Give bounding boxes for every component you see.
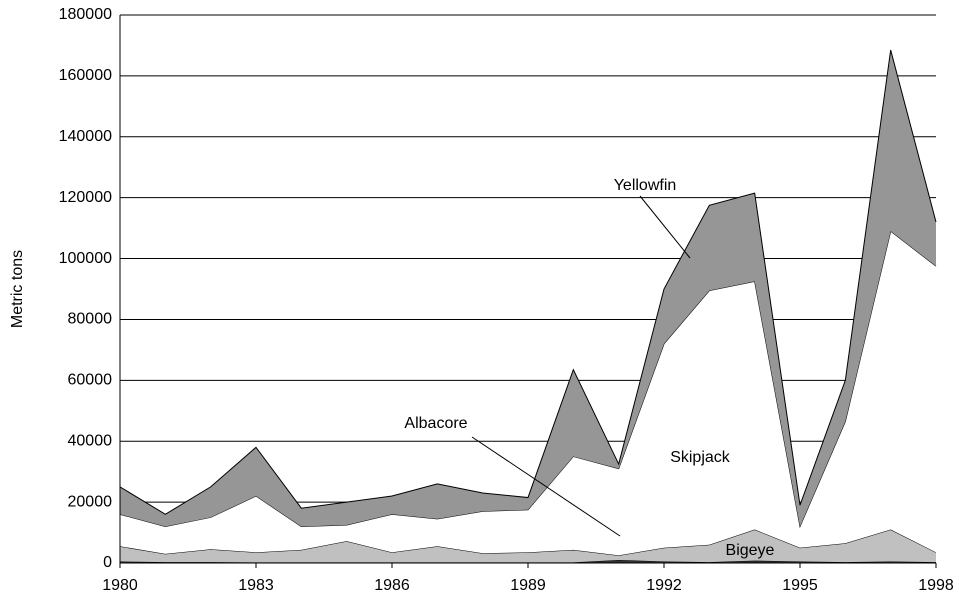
x-tick-label: 1995 bbox=[782, 577, 818, 594]
y-tick-label: 0 bbox=[103, 554, 112, 571]
leader-line bbox=[639, 195, 691, 259]
y-tick-label: 160000 bbox=[59, 67, 112, 84]
y-tick-label: 20000 bbox=[68, 493, 113, 510]
x-tick-label: 1980 bbox=[102, 577, 138, 594]
series-label: Albacore bbox=[404, 415, 467, 432]
x-tick-label: 1983 bbox=[238, 577, 274, 594]
series-label: Bigeye bbox=[726, 542, 775, 559]
x-tick-label: 1989 bbox=[510, 577, 546, 594]
y-tick-label: 120000 bbox=[59, 189, 112, 206]
y-tick-label: 80000 bbox=[68, 311, 113, 328]
area-edge bbox=[119, 49, 937, 515]
leader-line bbox=[471, 436, 621, 537]
y-tick-label: 140000 bbox=[59, 128, 112, 145]
area-fill bbox=[120, 529, 936, 563]
series-label: Skipjack bbox=[670, 449, 731, 466]
x-tick-label: 1986 bbox=[374, 577, 410, 594]
x-tick-label: 1992 bbox=[646, 577, 682, 594]
series-label: Yellowfin bbox=[614, 177, 677, 194]
area-fill bbox=[120, 231, 936, 556]
x-tick-label: 1998 bbox=[918, 577, 954, 594]
area-fill bbox=[120, 50, 936, 527]
y-tick-label: 40000 bbox=[68, 432, 113, 449]
y-axis-label: Metric tons bbox=[9, 250, 26, 328]
area-fill bbox=[120, 559, 936, 563]
y-tick-label: 180000 bbox=[59, 6, 112, 23]
y-tick-label: 100000 bbox=[59, 250, 112, 267]
y-tick-label: 60000 bbox=[68, 372, 113, 389]
